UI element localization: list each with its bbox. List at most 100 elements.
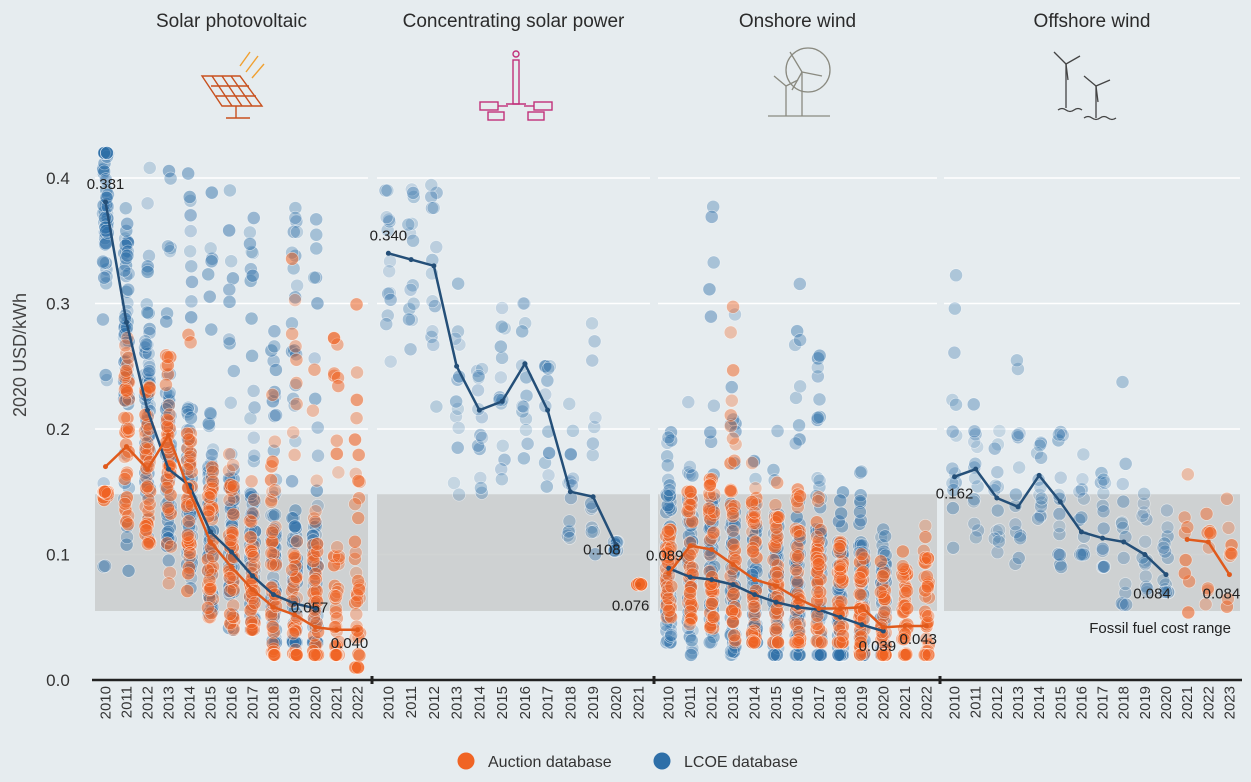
lcoe-point: [119, 258, 133, 273]
lcoe-point: [516, 296, 531, 311]
auction-average-avg-point: [880, 624, 886, 630]
auction-point: [1221, 521, 1236, 535]
lcoe-point: [243, 411, 258, 426]
lcoe-average-avg-point: [994, 495, 1000, 501]
lcoe-point: [403, 282, 418, 297]
lcoe-point: [98, 368, 113, 382]
auction-point: [811, 494, 825, 508]
auction-point: [706, 610, 721, 624]
auction-average-avg-point: [773, 583, 779, 589]
x-tick-label: 2014: [1031, 686, 1048, 719]
lcoe-point: [966, 397, 981, 412]
auction-point: [770, 570, 785, 584]
legend: Auction database LCOE database: [457, 752, 798, 771]
lcoe-point: [495, 301, 509, 315]
lcoe-point: [425, 324, 440, 339]
lcoe-point: [204, 407, 218, 422]
auction-average-avg-point: [229, 564, 234, 570]
auction-point: [349, 607, 364, 622]
auction-point: [226, 458, 240, 472]
auction-point: [792, 529, 807, 543]
auction-average-avg-point: [313, 624, 318, 630]
lcoe-point: [285, 474, 299, 489]
panel-title: Onshore wind: [739, 11, 856, 32]
auction-point: [746, 544, 760, 559]
lcoe-point: [834, 506, 848, 521]
x-tick-label: 2016: [1073, 686, 1090, 719]
auction-point: [121, 517, 135, 532]
lcoe-point: [495, 438, 510, 453]
x-tick-label: 2016: [224, 686, 241, 719]
auction-point: [246, 550, 261, 564]
lcoe-average-avg-point: [145, 407, 150, 413]
lcoe-average-avg-point: [590, 494, 596, 500]
x-tick-label: 2022: [918, 686, 935, 719]
auction-point: [97, 484, 112, 499]
lcoe-point: [947, 345, 962, 360]
auction-point: [727, 628, 742, 643]
lcoe-point: [185, 275, 199, 289]
auction-point: [661, 591, 676, 606]
lcoe-point: [562, 514, 577, 529]
panel: Concentrating solar power 2010 2011 2012 201…: [370, 11, 650, 719]
auction-point: [226, 507, 241, 522]
lcoe-point: [1119, 597, 1133, 612]
auction-average-avg-point: [816, 605, 822, 611]
auction-point: [810, 585, 825, 599]
auction-point: [160, 480, 174, 495]
auction-average-avg-point: [687, 543, 693, 549]
lcoe-point: [519, 423, 533, 437]
auction-average-avg-point: [1226, 572, 1232, 578]
auction-point: [770, 475, 784, 490]
auction-point: [160, 419, 175, 434]
lcoe-point: [245, 268, 260, 283]
auction-point: [329, 589, 343, 603]
auction-point: [1203, 526, 1218, 540]
lcoe-point: [243, 486, 258, 500]
auction-point: [247, 493, 261, 507]
lcoe-point: [285, 316, 299, 331]
auction-point: [791, 635, 805, 650]
x-tick-label: 2020: [608, 686, 625, 719]
legend-label: LCOE database: [684, 754, 798, 771]
auction-point: [327, 331, 341, 345]
data-label: 0.043: [899, 631, 937, 648]
lcoe-point: [119, 537, 134, 552]
data-label: 0.039: [859, 638, 897, 655]
y-tick-label: 0.3: [46, 295, 70, 314]
auction-point: [330, 540, 344, 554]
auction-average-avg-point: [250, 587, 255, 593]
lcoe-point: [520, 437, 535, 451]
lcoe-point: [684, 648, 698, 662]
auction-average-avg-point: [666, 570, 672, 576]
x-tick-label: 2022: [350, 686, 367, 719]
lcoe-point: [449, 394, 463, 409]
auction-point: [766, 553, 781, 567]
lcoe-point: [140, 259, 155, 274]
lcoe-point: [724, 380, 739, 394]
lcoe-point: [949, 397, 963, 412]
auction-point: [921, 609, 935, 623]
lcoe-point: [201, 267, 216, 282]
lcoe-point: [541, 468, 556, 483]
auction-point: [745, 456, 759, 470]
lcoe-point: [495, 472, 509, 487]
auction-point: [706, 526, 721, 540]
auction-point: [1199, 507, 1214, 521]
data-label: 0.084: [1203, 586, 1241, 603]
lcoe-point: [264, 343, 279, 358]
data-label: 0.040: [331, 635, 369, 652]
lcoe-point: [662, 483, 677, 497]
lcoe-point: [226, 462, 241, 477]
lcoe-point: [853, 494, 867, 508]
lcoe-point: [704, 309, 718, 324]
auction-point: [899, 647, 914, 662]
lcoe-point: [309, 212, 323, 227]
lcoe-point: [540, 373, 555, 388]
panel: Onshore wind 2010 2011 2012 2013 2014 2015 2016…: [646, 11, 937, 719]
lcoe-point: [664, 628, 679, 642]
auction-point: [895, 559, 910, 573]
x-tick-label: 2014: [471, 686, 488, 719]
auction-point: [662, 603, 676, 618]
